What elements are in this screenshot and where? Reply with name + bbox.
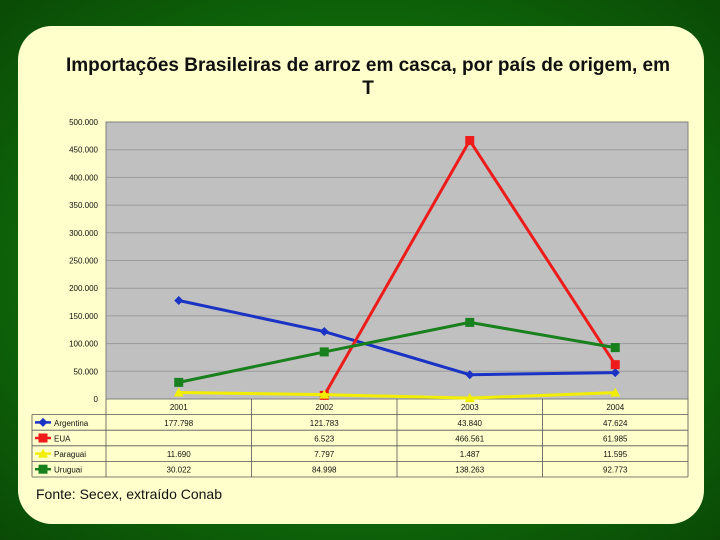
legend-key-marker [38, 433, 48, 443]
data-point [319, 347, 329, 357]
y-tick-label: 400.000 [69, 173, 98, 182]
data-label: 121.783 [310, 419, 339, 428]
chart-title: Importações Brasileiras de arroz em casc… [65, 55, 671, 99]
x-tick-label: 2004 [606, 403, 624, 412]
y-tick-label: 450.000 [69, 146, 98, 155]
source-note: Fonte: Secex, extraído Conab [36, 486, 222, 502]
data-point [319, 389, 330, 399]
data-point [610, 368, 620, 378]
y-tick-label: 200.000 [69, 284, 98, 293]
data-point [610, 343, 620, 353]
x-tick-label: 2001 [170, 403, 188, 412]
data-label: 43.840 [458, 419, 483, 428]
legend-label: Uruguai [54, 466, 82, 475]
data-label: 11.690 [167, 450, 191, 459]
y-tick-label: 500.000 [69, 118, 98, 127]
data-point [174, 377, 184, 387]
data-point [465, 317, 475, 327]
data-label: 7.797 [314, 450, 335, 459]
data-point [465, 370, 475, 380]
y-tick-label: 0 [94, 395, 99, 404]
series-line-uruguai [178, 320, 616, 384]
y-tick-label: 350.000 [69, 201, 98, 210]
data-label: 47.624 [603, 419, 628, 428]
y-tick-label: 250.000 [69, 257, 98, 266]
series-line-paraguai [178, 391, 616, 400]
y-tick-label: 300.000 [69, 229, 98, 238]
series-line-argentina [178, 299, 616, 377]
data-label: 177.798 [164, 419, 193, 428]
data-label: 138.263 [455, 466, 484, 475]
data-label: 1.487 [460, 450, 481, 459]
data-point [465, 136, 475, 146]
y-tick-label: 100.000 [69, 340, 98, 349]
legend-label: EUA [54, 435, 71, 444]
data-label: 466.561 [455, 435, 484, 444]
y-tick-label: 150.000 [69, 312, 98, 321]
data-label: 11.595 [603, 450, 627, 459]
x-tick-label: 2002 [315, 403, 333, 412]
data-label: 61.985 [603, 435, 628, 444]
legend-key-marker [38, 448, 48, 458]
data-label: 30.022 [167, 466, 192, 475]
data-point [319, 327, 329, 337]
data-point [610, 387, 621, 397]
x-tick-label: 2003 [461, 403, 479, 412]
data-point [173, 387, 184, 397]
legend-key-marker [38, 464, 48, 474]
legend-label: Paraguai [54, 450, 86, 459]
data-point [174, 295, 184, 305]
y-tick-label: 50.000 [74, 367, 99, 376]
legend-label: Argentina [54, 419, 89, 428]
legend-key-marker [38, 417, 48, 427]
data-label: 84.998 [312, 466, 337, 475]
data-point [464, 393, 475, 403]
data-label: 92.773 [603, 466, 628, 475]
data-point [610, 360, 620, 370]
data-label: 6.523 [314, 435, 335, 444]
